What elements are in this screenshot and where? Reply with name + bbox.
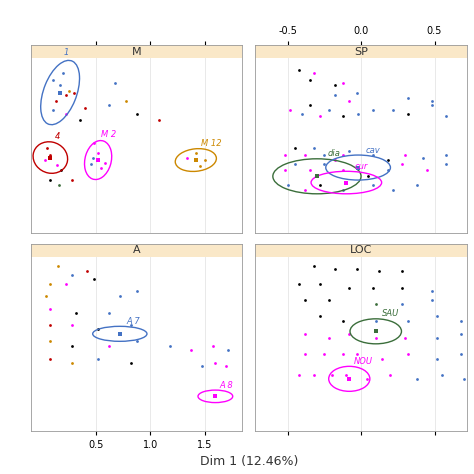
Text: cur: cur: [355, 162, 368, 171]
Text: M 12: M 12: [201, 139, 221, 148]
Text: LOC: LOC: [350, 246, 372, 255]
Text: M: M: [132, 46, 141, 56]
Text: NOU: NOU: [354, 357, 373, 366]
Bar: [255, 45, 467, 58]
Text: 1: 1: [64, 48, 69, 57]
Bar: [255, 244, 467, 257]
Bar: [31, 45, 243, 58]
Text: SP: SP: [354, 46, 368, 56]
Text: A 8: A 8: [219, 381, 233, 390]
Bar: [31, 244, 243, 257]
Text: A: A: [133, 246, 140, 255]
Text: A 7: A 7: [127, 317, 140, 326]
Text: dia: dia: [328, 149, 340, 158]
Text: M 2: M 2: [101, 130, 117, 139]
Text: Dim 1 (12.46%): Dim 1 (12.46%): [200, 456, 298, 468]
Text: cav: cav: [366, 146, 381, 155]
Text: 4: 4: [55, 132, 60, 141]
Text: SAU: SAU: [382, 310, 399, 319]
